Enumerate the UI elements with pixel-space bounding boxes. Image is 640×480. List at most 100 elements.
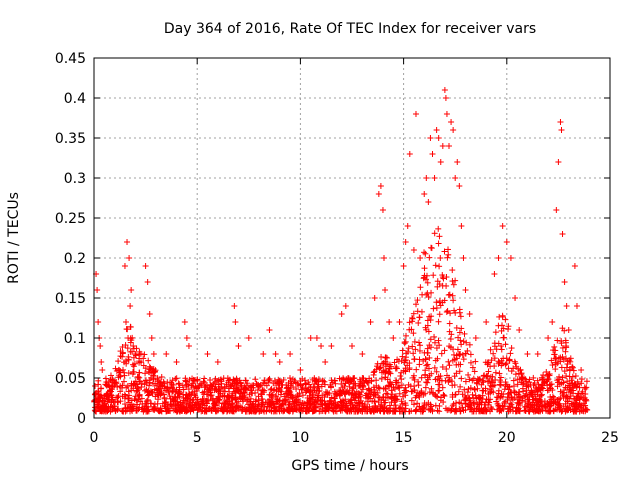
data-point	[557, 354, 564, 361]
data-point	[379, 207, 386, 213]
data-point	[97, 343, 104, 349]
data-point	[402, 239, 409, 245]
data-point	[467, 359, 474, 366]
data-point	[446, 320, 453, 327]
data-point	[497, 374, 504, 381]
data-point	[512, 371, 519, 378]
data-point	[475, 376, 482, 383]
data-point	[467, 351, 474, 358]
data-point	[128, 287, 135, 293]
data-point	[499, 322, 506, 329]
data-point	[98, 359, 105, 365]
data-point	[450, 351, 457, 358]
data-point	[414, 308, 421, 315]
data-point	[318, 343, 325, 349]
data-point	[548, 357, 555, 364]
data-point	[460, 338, 467, 345]
data-point	[544, 399, 551, 406]
data-point	[534, 351, 541, 357]
data-point	[545, 401, 552, 408]
data-point	[317, 397, 324, 404]
data-point	[561, 279, 568, 285]
data-point	[457, 383, 464, 390]
data-point	[378, 375, 385, 382]
data-point	[435, 318, 442, 325]
data-point	[496, 370, 503, 377]
data-point	[349, 343, 355, 349]
data-point	[441, 248, 448, 255]
data-point	[399, 347, 406, 354]
data-point	[433, 305, 440, 312]
data-point	[499, 313, 506, 320]
data-point	[380, 255, 387, 261]
data-point	[406, 326, 413, 333]
data-point	[413, 366, 420, 373]
data-point	[106, 387, 113, 394]
data-point	[280, 376, 287, 383]
data-point	[483, 319, 490, 325]
data-point	[458, 223, 465, 229]
data-point	[379, 393, 386, 400]
data-point	[500, 406, 507, 413]
data-point	[231, 303, 238, 309]
data-point	[415, 382, 422, 389]
data-point	[558, 340, 565, 347]
data-point	[390, 335, 397, 341]
data-point	[371, 295, 378, 301]
data-point	[485, 368, 492, 375]
data-point	[454, 159, 461, 165]
data-point	[582, 385, 589, 392]
data-point	[405, 345, 412, 352]
data-point	[260, 351, 267, 357]
data-point	[489, 373, 496, 380]
data-point	[142, 377, 149, 384]
data-point	[410, 350, 417, 357]
data-point	[153, 382, 160, 389]
data-point	[126, 255, 133, 261]
data-point	[462, 287, 469, 293]
data-point	[183, 335, 190, 341]
data-point	[163, 351, 170, 357]
data-point	[571, 263, 578, 269]
data-point	[412, 111, 419, 117]
data-point	[125, 395, 132, 402]
data-point	[346, 383, 353, 390]
data-point	[498, 327, 505, 334]
data-point	[410, 310, 417, 317]
data-point	[410, 372, 417, 379]
data-point	[103, 392, 110, 399]
data-point	[478, 381, 485, 388]
data-point	[471, 368, 478, 375]
data-point	[141, 351, 148, 358]
data-point	[328, 343, 335, 349]
data-point	[550, 347, 557, 354]
data-point	[439, 143, 446, 149]
data-point	[433, 368, 440, 375]
data-point	[109, 384, 116, 391]
data-point	[582, 402, 589, 409]
data-point	[538, 392, 545, 399]
data-point	[414, 297, 421, 304]
data-point	[175, 380, 182, 387]
data-point	[549, 319, 556, 325]
data-point	[122, 319, 129, 325]
data-point	[375, 191, 382, 197]
data-point	[466, 311, 473, 317]
data-point	[457, 313, 464, 320]
data-point	[437, 159, 444, 165]
data-point	[578, 376, 585, 383]
data-point	[99, 367, 106, 373]
data-point	[331, 377, 338, 384]
data-point	[94, 287, 101, 293]
data-point	[408, 407, 415, 414]
data-point	[217, 376, 224, 383]
data-point	[447, 336, 454, 343]
data-point	[421, 249, 428, 256]
data-point	[406, 151, 413, 157]
data-point	[409, 343, 416, 350]
data-point	[466, 341, 473, 348]
data-point	[229, 390, 236, 397]
data-point	[367, 319, 374, 325]
data-point	[431, 175, 438, 181]
data-point	[508, 345, 515, 352]
